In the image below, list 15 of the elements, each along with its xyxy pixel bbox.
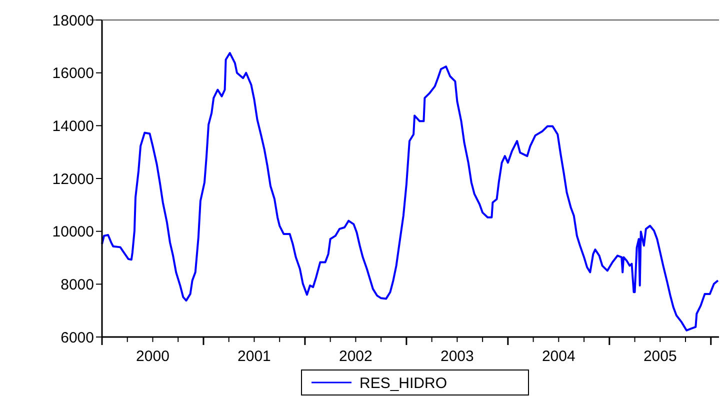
x-tick-label: 2003: [440, 348, 474, 365]
x-tick-label: 2005: [643, 348, 677, 365]
x-tick-label: 2001: [238, 348, 271, 365]
y-tick-label: 14000: [52, 118, 94, 135]
line-series: [101, 52, 719, 332]
y-tick-label: 8000: [60, 276, 94, 294]
x-tick-label: 2002: [339, 348, 372, 365]
y-tick-label: 10000: [52, 224, 94, 241]
x-tick-label: 2000: [136, 348, 170, 365]
y-tick-label: 6000: [60, 329, 94, 346]
y-tick-label: 12000: [52, 170, 94, 188]
y-tick-label: 18000: [52, 12, 94, 30]
x-tick-label: 2004: [542, 348, 576, 365]
y-tick-label: 16000: [52, 65, 94, 82]
legend-label: RES_HIDRO: [360, 374, 448, 392]
